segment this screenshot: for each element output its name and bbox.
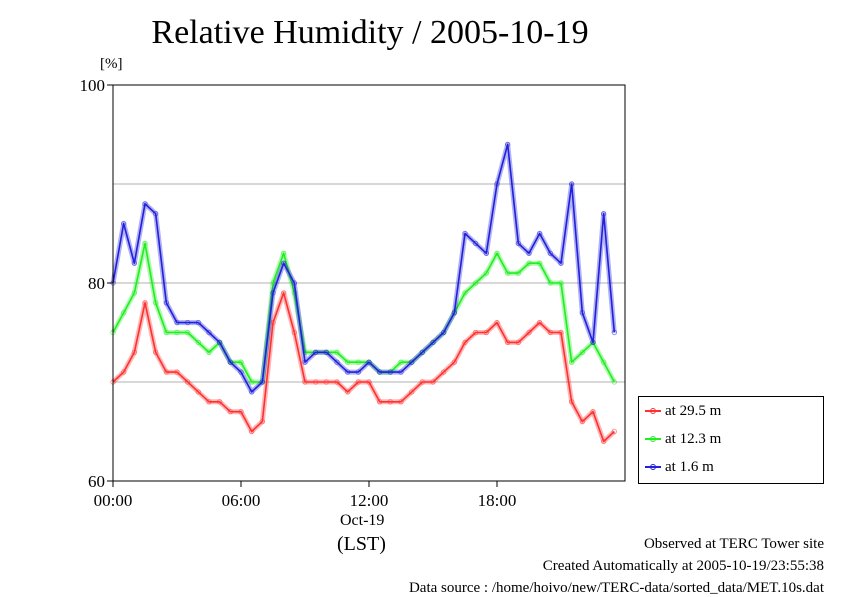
data-point (206, 329, 212, 336)
footer-source: Data source : /home/hoivo/new/TERC-data/… (408, 580, 824, 596)
data-point (440, 369, 447, 375)
data-point (440, 329, 447, 336)
data-point (462, 339, 468, 346)
series-halo (110, 240, 617, 385)
footer-site: Observed at TERC Tower site (643, 536, 824, 552)
legend-swatch (645, 436, 661, 442)
y-axis-unit: [%] (100, 56, 123, 72)
data-point (462, 290, 468, 296)
data-point (419, 349, 426, 355)
data-point (611, 428, 618, 435)
data-point (206, 349, 212, 355)
data-point (472, 280, 479, 286)
y-tick-label: 100 (80, 76, 106, 95)
x-date-label: Oct-19 (340, 512, 385, 529)
series-line (112, 292, 615, 443)
data-point (600, 359, 607, 365)
data-point (216, 339, 223, 346)
data-point (526, 329, 532, 336)
legend-label: at 12.3 m (665, 430, 722, 447)
legend-item-1-6m: at 1.6 m (645, 457, 714, 477)
data-point (334, 359, 340, 365)
footer-created: Created Automatically at 2005-10-19/23:5… (542, 558, 824, 574)
data-point (526, 250, 532, 257)
data-point (366, 359, 372, 365)
legend-label: at 29.5 m (665, 402, 722, 419)
data-point (579, 418, 586, 425)
data-point (536, 230, 543, 237)
data-point (494, 250, 500, 257)
data-point (579, 349, 586, 355)
data-point (238, 369, 244, 375)
y-tick-label: 60 (88, 472, 105, 491)
data-point (472, 240, 479, 247)
legend: at 29.5 m at 12.3 m at 1.6 m (638, 396, 824, 484)
data-point (408, 389, 415, 395)
x-tick-label: 18:00 (478, 491, 517, 510)
data-point (451, 359, 458, 365)
data-point (483, 270, 490, 276)
data-point (408, 359, 415, 365)
data-point (227, 359, 234, 365)
legend-swatch (645, 464, 661, 470)
chart-title: Relative Humidity / 2005-10-19 (151, 14, 589, 51)
data-point (120, 369, 127, 375)
data-point (611, 379, 618, 385)
series-halo (110, 141, 617, 395)
x-tick-label: 06:00 (222, 491, 261, 510)
data-point (195, 389, 202, 395)
legend-label: at 1.6 m (665, 458, 714, 475)
data-point (536, 319, 543, 326)
data-point (344, 389, 351, 395)
series-line (112, 143, 616, 393)
legend-item-29-5m: at 29.5 m (645, 401, 721, 421)
data-point (430, 339, 436, 346)
legend-swatch (645, 408, 661, 414)
data-point (184, 379, 191, 385)
data-point (120, 310, 127, 316)
x-tick-label: 00:00 (94, 491, 133, 510)
data-point (547, 250, 554, 257)
y-tick-label: 80 (88, 274, 105, 293)
data-point (248, 389, 255, 395)
data-point (248, 428, 255, 435)
data-point (494, 319, 500, 326)
series-line (112, 242, 616, 383)
data-point (195, 339, 202, 346)
x-axis-unit: (LST) (337, 533, 386, 555)
legend-item-12-3m: at 12.3 m (645, 429, 721, 449)
x-tick-label: 12:00 (350, 491, 389, 510)
